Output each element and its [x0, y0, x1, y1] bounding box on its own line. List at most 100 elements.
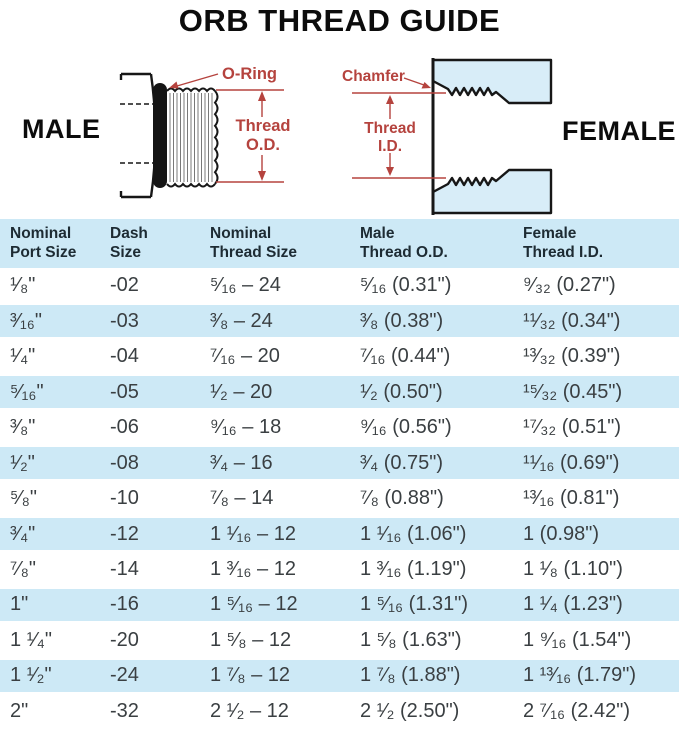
- thread-id-arrow-down-icon: [386, 167, 394, 176]
- table-row: ¹⁄₄" -04 ⁷⁄₁₆ – 20 ⁷⁄₁₆ (0.44") ¹³⁄₃₂ (0…: [0, 338, 679, 375]
- cell-thread-size: 1 ⁷⁄₈ – 12: [210, 664, 291, 687]
- cell-thread-size: 1 ⁵⁄₈ – 12: [210, 628, 292, 651]
- cell-dash-size: -32: [110, 699, 139, 722]
- cell-thread-size: ⁵⁄₁₆ – 24: [210, 274, 281, 297]
- cell-male-thread-od: ⁵⁄₁₆ (0.31"): [360, 274, 452, 297]
- thread-od-label-line1: Thread: [235, 117, 290, 135]
- cell-port-size: ³⁄₁₆": [10, 309, 42, 332]
- page-title: ORB THREAD GUIDE: [178, 3, 501, 38]
- cell-male-thread-od: ⁷⁄₁₆ (0.44"): [360, 345, 451, 368]
- cell-male-thread-od: 1 ³⁄₁₆ (1.19"): [360, 557, 467, 580]
- cell-female-thread-id: ¹¹⁄₁₆ (0.69"): [523, 451, 620, 474]
- female-section-bottom: [431, 168, 553, 215]
- header-line: Thread I.D.: [523, 243, 604, 261]
- header-line: Nominal: [10, 224, 72, 242]
- thread-id-label-line2: I.D.: [378, 138, 402, 155]
- thread-id-extension-lines: [352, 92, 446, 179]
- thread-od-extension-lines: [216, 89, 284, 183]
- male-thread-crests-top: [166, 87, 216, 93]
- cell-male-thread-od: 1 ⁵⁄₁₆ (1.31"): [360, 593, 469, 616]
- header-line: Dash: [110, 224, 148, 242]
- cell-female-thread-id: 1 ¹⁄₄ (1.23"): [523, 593, 623, 616]
- male-thread-crests-bottom: [166, 182, 216, 188]
- table-row: ⁷⁄₈" -14 1 ³⁄₁₆ – 12 1 ³⁄₁₆ (1.19") 1 ¹⁄…: [0, 551, 679, 588]
- table-row: 2" -32 2 ¹⁄₂ – 12 2 ¹⁄₂ (2.50") 2 ⁷⁄₁₆ (…: [0, 693, 679, 729]
- header-line: Size: [110, 243, 142, 261]
- male-fitting-drawing: [119, 72, 219, 199]
- header-nominal-port-size: Nominal Port Size: [10, 225, 110, 263]
- cell-port-size: ¹⁄₄": [10, 345, 36, 368]
- cell-female-thread-id: ¹³⁄₃₂ (0.39"): [523, 345, 621, 368]
- cell-dash-size: -03: [110, 309, 139, 332]
- thread-id-arrow-up-icon: [386, 95, 394, 104]
- o-ring-shape: [153, 83, 167, 188]
- thread-od-label-line2: O.D.: [246, 136, 280, 154]
- table-row: ¹⁄₂" -08 ³⁄₄ – 16 ³⁄₄ (0.75") ¹¹⁄₁₆ (0.6…: [0, 445, 679, 481]
- cell-thread-size: ³⁄₈ – 24: [210, 309, 273, 332]
- cell-male-thread-od: ¹⁄₂ (0.50"): [360, 380, 443, 403]
- cell-female-thread-id: ¹³⁄₁₆ (0.81"): [523, 487, 620, 510]
- cell-port-size: ⁵⁄₁₆": [10, 380, 44, 403]
- header-line: Thread Size: [210, 243, 297, 261]
- cell-dash-size: -20: [110, 628, 139, 651]
- cell-male-thread-od: 1 ¹⁄₁₆ (1.06"): [360, 522, 467, 545]
- female-label: FEMALE: [562, 116, 676, 146]
- cell-port-size: ¹⁄₈": [10, 274, 36, 297]
- table-row: 1 ¹⁄₄" -20 1 ⁵⁄₈ – 12 1 ⁵⁄₈ (1.63") 1 ⁹⁄…: [0, 622, 679, 659]
- o-ring-leader-line: [176, 73, 219, 87]
- o-ring-label: O-Ring: [222, 65, 277, 83]
- cell-female-thread-id: 2 ⁷⁄₁₆ (2.42"): [523, 699, 630, 722]
- male-annotations: O-Ring Thread O.D.: [169, 65, 291, 183]
- thread-size-table: Nominal Port Size Dash Size Nominal Thre…: [0, 219, 679, 729]
- cell-port-size: 2": [10, 699, 29, 722]
- cell-female-thread-id: 1 (0.98"): [523, 522, 600, 545]
- male-centerlines: [120, 103, 158, 164]
- table-body: ¹⁄₈" -02 ⁵⁄₁₆ – 24 ⁵⁄₁₆ (0.31") ⁹⁄₃₂ (0.…: [0, 268, 679, 729]
- male-thread-hatching: [169, 93, 213, 182]
- cell-male-thread-od: ³⁄₈ (0.38"): [360, 309, 444, 332]
- cell-male-thread-od: 1 ⁵⁄₈ (1.63"): [360, 628, 462, 651]
- thread-od-arrow-down-icon: [258, 171, 266, 181]
- table-row: ³⁄₁₆" -03 ³⁄₈ – 24 ³⁄₈ (0.38") ¹¹⁄₃₂ (0.…: [0, 303, 679, 339]
- cell-male-thread-od: ³⁄₄ (0.75"): [360, 451, 444, 474]
- header-line: Thread O.D.: [360, 243, 448, 261]
- cell-male-thread-od: ⁹⁄₁₆ (0.56"): [360, 416, 452, 439]
- o-ring-arrowhead-icon: [169, 81, 179, 89]
- male-thread-end-profile: [213, 90, 219, 185]
- cell-port-size: ⁷⁄₈": [10, 557, 36, 580]
- cell-port-size: ³⁄₄": [10, 522, 36, 545]
- table-header-row: Nominal Port Size Dash Size Nominal Thre…: [0, 219, 679, 268]
- cell-female-thread-id: 1 ¹³⁄₁₆ (1.79"): [523, 664, 637, 687]
- cell-dash-size: -16: [110, 593, 139, 616]
- cell-thread-size: ⁹⁄₁₆ – 18: [210, 416, 282, 439]
- male-body-edges: [119, 72, 151, 199]
- cell-dash-size: -04: [110, 345, 139, 368]
- cell-port-size: ¹⁄₂": [10, 451, 35, 474]
- header-dash-size: Dash Size: [110, 225, 210, 263]
- cell-dash-size: -08: [110, 451, 139, 474]
- fittings-diagram: O-Ring Thread O.D. Chamfer: [119, 58, 553, 215]
- cell-male-thread-od: 2 ¹⁄₂ (2.50"): [360, 699, 460, 722]
- thread-od-arrow-up-icon: [258, 91, 266, 101]
- table-row: ⁵⁄₈" -10 ⁷⁄₈ – 14 ⁷⁄₈ (0.88") ¹³⁄₁₆ (0.8…: [0, 480, 679, 517]
- header-line: Nominal: [210, 224, 272, 242]
- cell-port-size: ³⁄₈": [10, 416, 36, 439]
- female-fitting-drawing: [431, 58, 553, 215]
- thread-id-label-line1: Thread: [364, 120, 416, 137]
- cell-dash-size: -24: [110, 664, 139, 687]
- header-line: Female: [523, 224, 577, 242]
- cell-dash-size: -12: [110, 522, 139, 545]
- cell-thread-size: ⁷⁄₈ – 14: [210, 487, 274, 510]
- header-nominal-thread-size: Nominal Thread Size: [210, 225, 360, 263]
- table-row: ⁵⁄₁₆" -05 ¹⁄₂ – 20 ¹⁄₂ (0.50") ¹⁵⁄₃₂ (0.…: [0, 374, 679, 410]
- cell-dash-size: -05: [110, 380, 139, 403]
- cell-male-thread-od: 1 ⁷⁄₈ (1.88"): [360, 664, 461, 687]
- table-row: 1" -16 1 ⁵⁄₁₆ – 12 1 ⁵⁄₁₆ (1.31") 1 ¹⁄₄ …: [0, 587, 679, 623]
- header-female-thread-id: Female Thread I.D.: [523, 225, 679, 263]
- male-label: MALE: [22, 114, 101, 144]
- header-male-thread-od: Male Thread O.D.: [360, 225, 523, 263]
- cell-thread-size: 1 ³⁄₁₆ – 12: [210, 557, 296, 580]
- table-row: ³⁄₄" -12 1 ¹⁄₁₆ – 12 1 ¹⁄₁₆ (1.06") 1 (0…: [0, 516, 679, 552]
- cell-dash-size: -10: [110, 487, 139, 510]
